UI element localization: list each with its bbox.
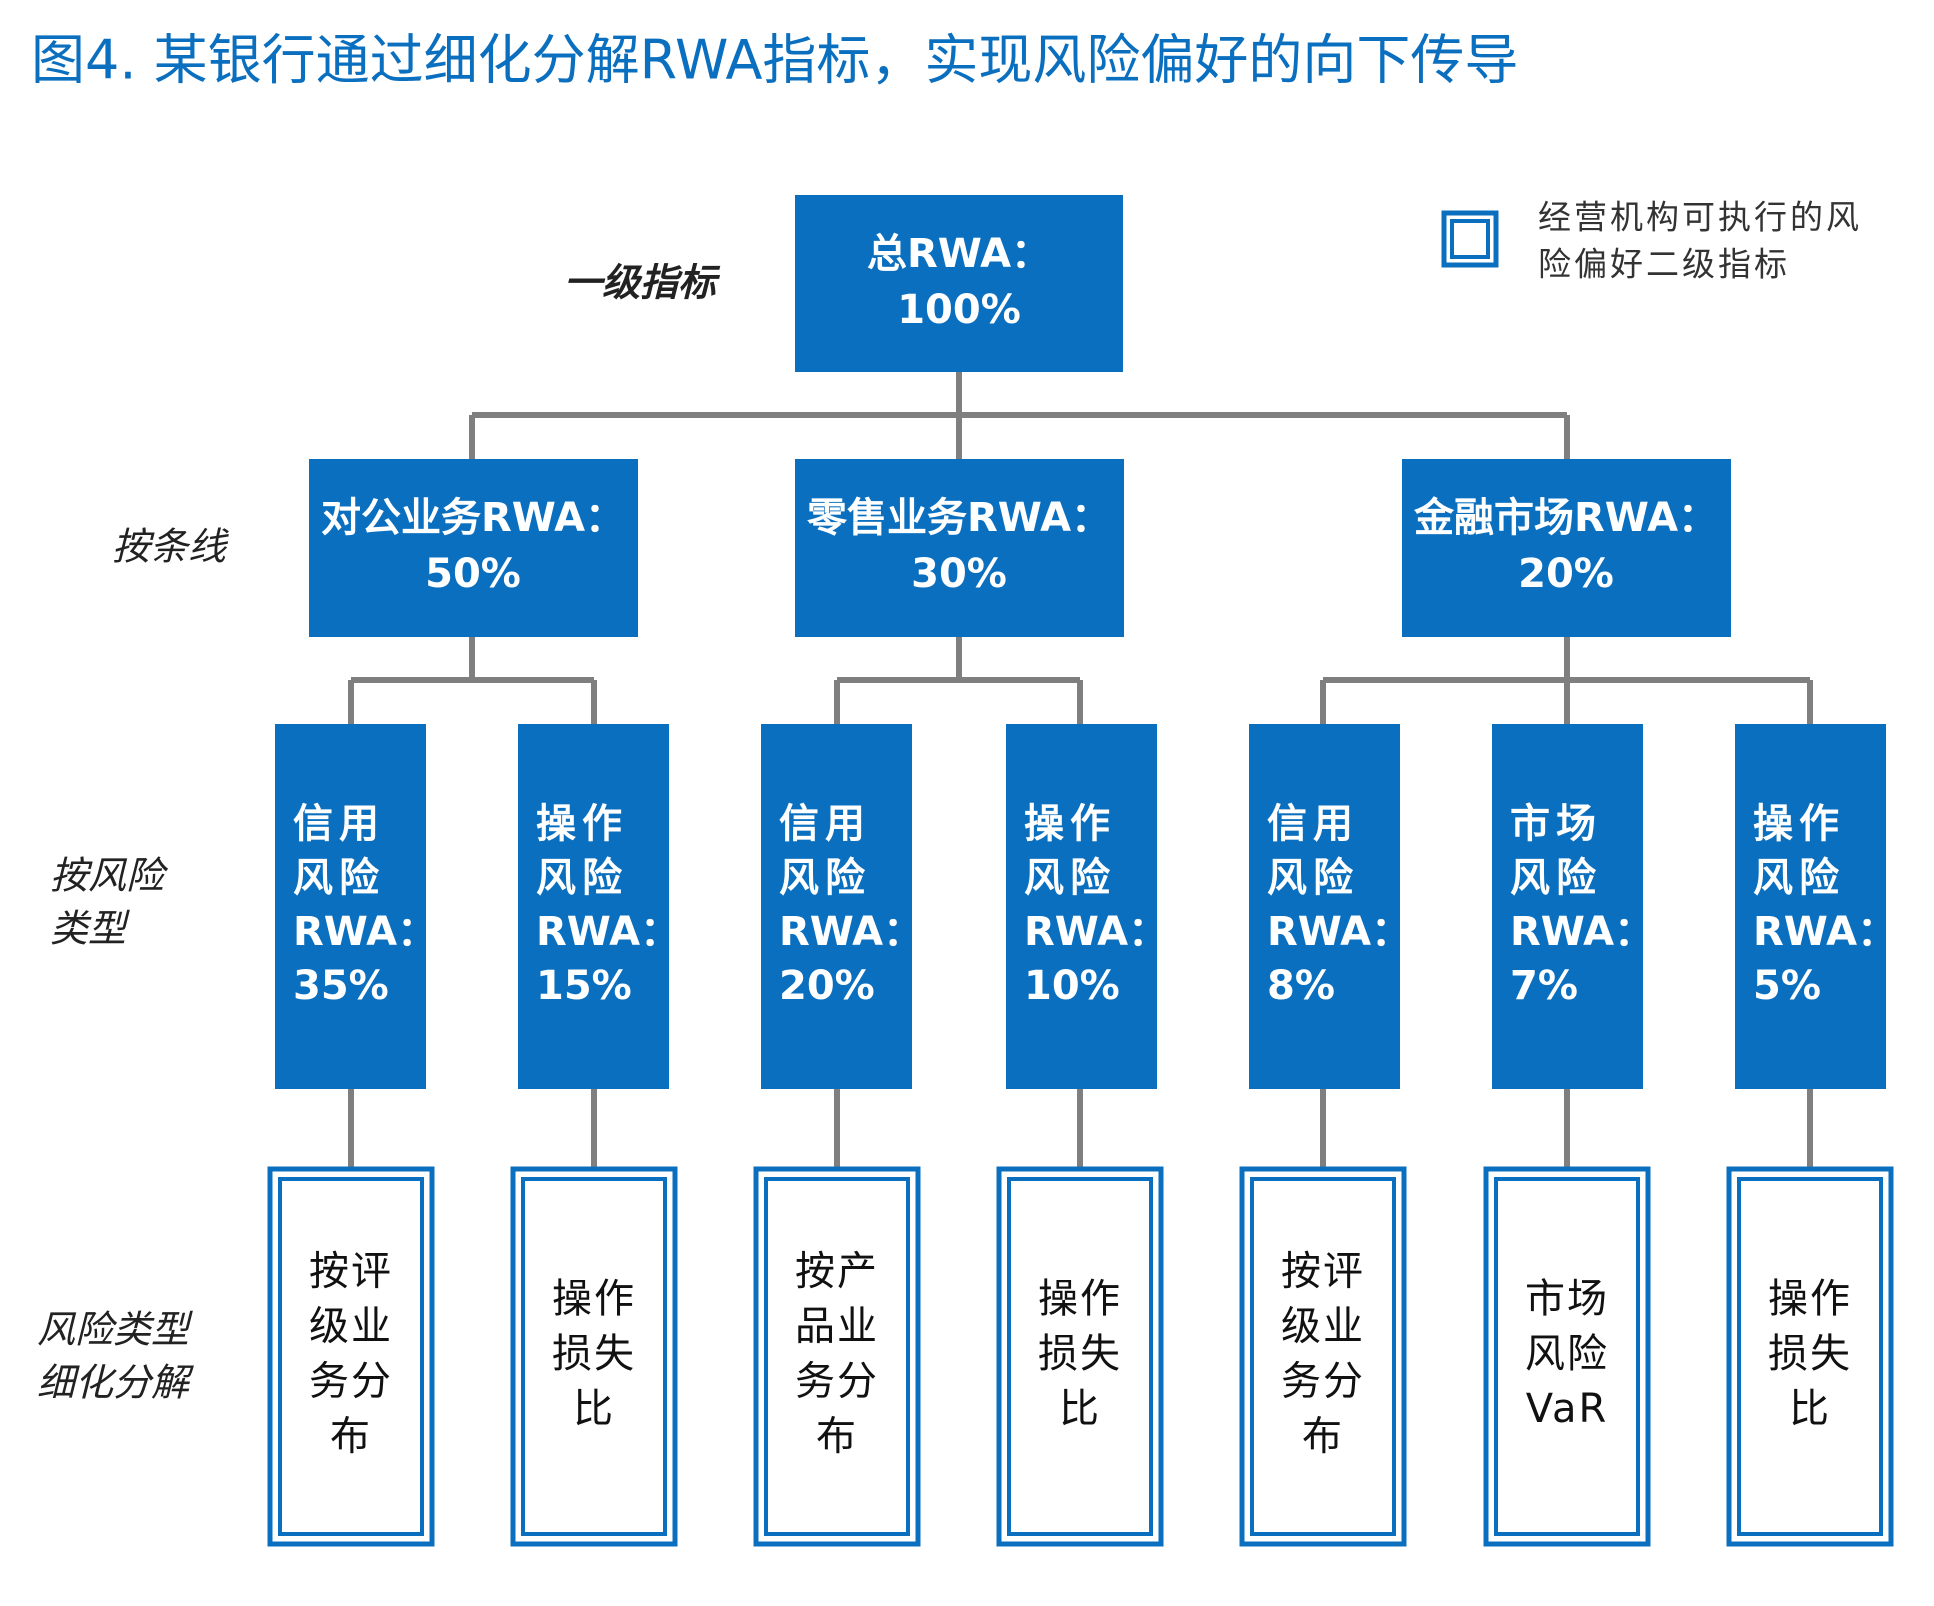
risk-type-node	[1735, 724, 1886, 1089]
node-text: 布	[330, 1414, 372, 1460]
node-text: 风险	[1753, 855, 1845, 901]
node-text: 级业	[309, 1304, 393, 1350]
node-text: 风险	[779, 855, 871, 901]
business-line-node	[309, 459, 638, 637]
node-text: 信用	[293, 801, 385, 847]
node-text: 15%	[536, 963, 632, 1009]
node-text: 20%	[1518, 551, 1614, 597]
risk-type-node	[518, 724, 669, 1089]
node-text: 7%	[1510, 963, 1578, 1009]
node-text: 操作	[1768, 1276, 1852, 1322]
risk-type-node	[275, 724, 426, 1089]
risk-type-node	[1249, 724, 1400, 1089]
node-text: 总RWA：	[867, 231, 1051, 277]
node-text: VaR	[1526, 1386, 1609, 1432]
breakdown-node	[267, 1166, 435, 1547]
level-label: 风险类型	[37, 1308, 193, 1352]
node-text: 风险	[536, 855, 628, 901]
legend-text: 经营机构可执行的风	[1538, 198, 1862, 237]
node-text: 操作	[1753, 801, 1845, 847]
risk-type-node	[761, 724, 912, 1089]
node-text: 风险	[293, 855, 385, 901]
root-node	[795, 195, 1123, 372]
node-text: 操作	[1024, 801, 1116, 847]
node-text: 风险	[1024, 855, 1116, 901]
risk-type-node	[1006, 724, 1157, 1089]
node-text: 市场	[1510, 801, 1602, 847]
breakdown-node	[1483, 1166, 1651, 1547]
node-text: 按产	[795, 1249, 879, 1295]
level-label: 按风险	[50, 854, 169, 898]
risk-type-node	[1492, 724, 1643, 1089]
node-text: 50%	[425, 551, 521, 597]
business-line-node	[795, 459, 1124, 637]
breakdown-node	[996, 1166, 1164, 1547]
node-text: 损失	[1038, 1331, 1122, 1377]
node-text: RWA：	[1024, 909, 1168, 955]
node-text: 务分	[1281, 1359, 1365, 1405]
node-text: 品业	[795, 1304, 879, 1350]
node-text: 8%	[1267, 963, 1335, 1009]
breakdown-node	[1239, 1166, 1407, 1547]
node-text: 对公业务RWA：	[321, 495, 625, 541]
title: 图4. 某银行通过细化分解RWA指标，实现风险偏好的向下传导	[31, 29, 1518, 92]
node-text: RWA：	[1267, 909, 1411, 955]
breakdown-inner-border	[1250, 1177, 1396, 1536]
breakdown-node	[510, 1166, 678, 1547]
level-label: 类型	[50, 907, 130, 951]
node-text: 按评	[1281, 1249, 1365, 1295]
node-text: 按评	[309, 1249, 393, 1295]
breakdown-inner-border	[764, 1177, 910, 1536]
node-text: 风险	[1510, 855, 1602, 901]
node-text: 操作	[552, 1276, 636, 1322]
node-text: 布	[1302, 1414, 1344, 1460]
node-text: 信用	[779, 801, 871, 847]
node-text: 务分	[795, 1359, 879, 1405]
node-text: 金融市场RWA：	[1413, 495, 1718, 541]
level-label: 按条线	[112, 525, 229, 569]
node-text: RWA：	[779, 909, 923, 955]
node-text: 5%	[1753, 963, 1821, 1009]
node-text: 风险	[1525, 1331, 1609, 1377]
node-text: 损失	[552, 1331, 636, 1377]
node-text: 10%	[1024, 963, 1120, 1009]
breakdown-inner-border	[1007, 1177, 1153, 1536]
node-text: RWA：	[1510, 909, 1654, 955]
breakdown-inner-border	[278, 1177, 424, 1536]
node-text: 30%	[911, 551, 1007, 597]
breakdown-node	[753, 1166, 921, 1547]
node-text: 市场	[1525, 1276, 1609, 1322]
node-text: 比	[573, 1386, 615, 1432]
node-text: 信用	[1267, 801, 1359, 847]
breakdown-inner-border	[521, 1177, 667, 1536]
node-text: 损失	[1768, 1331, 1852, 1377]
node-text: 布	[816, 1414, 858, 1460]
legend-text: 险偏好二级指标	[1538, 245, 1790, 284]
node-text: 比	[1059, 1386, 1101, 1432]
legend-icon	[1441, 210, 1499, 268]
business-line-node	[1402, 459, 1731, 637]
breakdown-node	[1726, 1166, 1894, 1547]
node-text: 务分	[309, 1359, 393, 1405]
node-text: RWA：	[536, 909, 680, 955]
node-text: 零售业务RWA：	[807, 495, 1111, 541]
node-text: RWA：	[1753, 909, 1897, 955]
legend-icon-inner	[1450, 219, 1490, 259]
level-label: 细化分解	[37, 1361, 194, 1405]
node-text: 操作	[1038, 1276, 1122, 1322]
breakdown-inner-border	[1737, 1177, 1883, 1536]
node-text: 35%	[293, 963, 389, 1009]
node-text: 级业	[1281, 1304, 1365, 1350]
node-text: 风险	[1267, 855, 1359, 901]
level-label: 一级指标	[564, 260, 721, 305]
node-text: 比	[1789, 1386, 1831, 1432]
node-text: RWA：	[293, 909, 437, 955]
breakdown-inner-border	[1494, 1177, 1640, 1536]
node-text: 操作	[536, 801, 628, 847]
node-text: 20%	[779, 963, 875, 1009]
node-text: 100%	[897, 287, 1021, 333]
